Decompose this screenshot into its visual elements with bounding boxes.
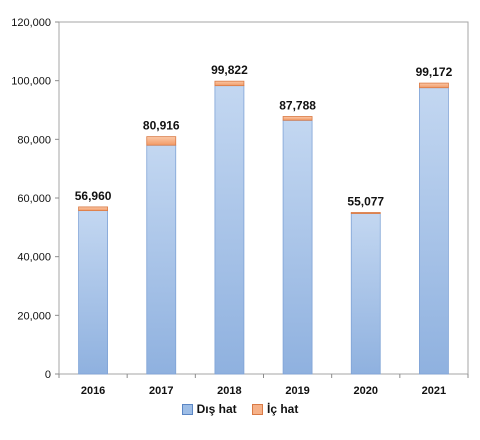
x-tick-label: 2018 [217, 385, 241, 397]
data-label-total: 87,788 [279, 98, 316, 112]
bar-ic-hat [146, 136, 177, 146]
x-tick-label: 2016 [81, 385, 105, 397]
y-tick-label: 80,000 [17, 134, 51, 146]
data-label-total: 99,822 [211, 63, 248, 77]
y-tick-label: 40,000 [17, 252, 51, 264]
x-tick-label: 2019 [285, 385, 309, 397]
x-tick-label: 2017 [149, 385, 173, 397]
bar-ic-hat [214, 80, 245, 87]
bar-dis-hat [419, 87, 449, 375]
x-tick-label: 2021 [422, 385, 446, 397]
data-label-total: 56,960 [75, 189, 112, 203]
legend-item-ic-hat: İç hat [252, 402, 298, 416]
legend-swatch-dis-hat [181, 403, 193, 415]
bar-dis-hat [78, 210, 108, 375]
data-label-total: 80,916 [143, 119, 180, 133]
y-tick-label: 60,000 [17, 193, 51, 205]
legend: Dış hat İç hat [0, 402, 480, 418]
bar-dis-hat [146, 144, 177, 375]
bar-dis-hat [214, 85, 245, 375]
legend-item-dis-hat: Dış hat [181, 402, 237, 416]
bar-ic-hat [78, 206, 108, 212]
legend-label-ic-hat: İç hat [267, 402, 299, 416]
legend-swatch-ic-hat [252, 403, 263, 415]
x-tick-label: 2020 [354, 385, 378, 397]
data-label-total: 99,172 [416, 65, 453, 79]
bar-dis-hat [350, 213, 381, 375]
bar-ic-hat [350, 212, 381, 214]
y-tick-label: 100,000 [11, 76, 51, 88]
plot-area [58, 21, 469, 375]
bar-dis-hat [282, 119, 313, 375]
legend-label-dis-hat: Dış hat [196, 402, 237, 416]
y-tick-label: 20,000 [17, 310, 51, 322]
bar-ic-hat [282, 116, 313, 121]
bar-ic-hat [419, 82, 449, 89]
y-tick-label: 120,000 [11, 17, 51, 29]
y-tick-label: 0 [45, 369, 51, 381]
data-label-total: 55,077 [347, 194, 384, 208]
